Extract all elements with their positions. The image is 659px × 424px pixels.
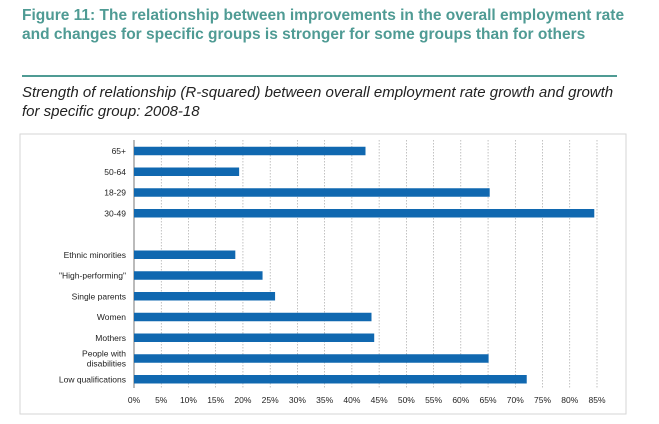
x-tick-label: 55% <box>425 395 442 405</box>
bar <box>134 312 372 322</box>
bar <box>134 333 375 342</box>
title-divider <box>22 75 617 77</box>
figure-subtitle: Strength of relationship (R-squared) bet… <box>22 84 614 120</box>
x-tick-label: 35% <box>316 395 333 405</box>
x-tick-label: 85% <box>588 395 605 405</box>
category-label: Mothers <box>95 333 126 343</box>
bar <box>134 209 595 218</box>
category-label: Women <box>97 312 126 322</box>
bar <box>134 250 236 259</box>
category-label: 65+ <box>112 146 126 156</box>
bar <box>134 167 240 176</box>
x-tick-label: 60% <box>452 395 469 405</box>
category-label: 50-64 <box>104 167 126 177</box>
bar <box>134 146 366 156</box>
bar <box>134 292 276 301</box>
bar <box>134 188 490 197</box>
x-tick-label: 15% <box>207 395 224 405</box>
category-label: disabilities <box>87 359 126 369</box>
category-label: People with <box>82 349 126 359</box>
category-label: "High-performing" <box>59 271 126 281</box>
category-label: Ethnic minorities <box>64 250 126 260</box>
x-tick-label: 45% <box>371 395 388 405</box>
x-tick-label: 65% <box>480 395 497 405</box>
category-label: 30-49 <box>104 208 126 218</box>
figure-title: Figure 11: The relationship between impr… <box>22 7 625 43</box>
category-label: Low qualifications <box>59 374 126 384</box>
x-tick-label: 20% <box>234 395 251 405</box>
x-tick-label: 5% <box>155 395 168 405</box>
x-tick-label: 70% <box>507 395 524 405</box>
bar <box>134 354 489 363</box>
chart-frame <box>19 133 627 415</box>
category-label: 18-29 <box>104 188 126 198</box>
x-tick-label: 50% <box>398 395 415 405</box>
x-tick-label: 80% <box>561 395 578 405</box>
x-tick-label: 10% <box>180 395 197 405</box>
bar <box>134 271 263 280</box>
category-label: Single parents <box>72 291 126 301</box>
x-tick-label: 40% <box>343 395 360 405</box>
x-tick-label: 30% <box>289 395 306 405</box>
x-tick-label: 0% <box>128 395 141 405</box>
x-tick-label: 75% <box>534 395 551 405</box>
bar <box>134 375 527 384</box>
x-tick-label: 25% <box>262 395 279 405</box>
